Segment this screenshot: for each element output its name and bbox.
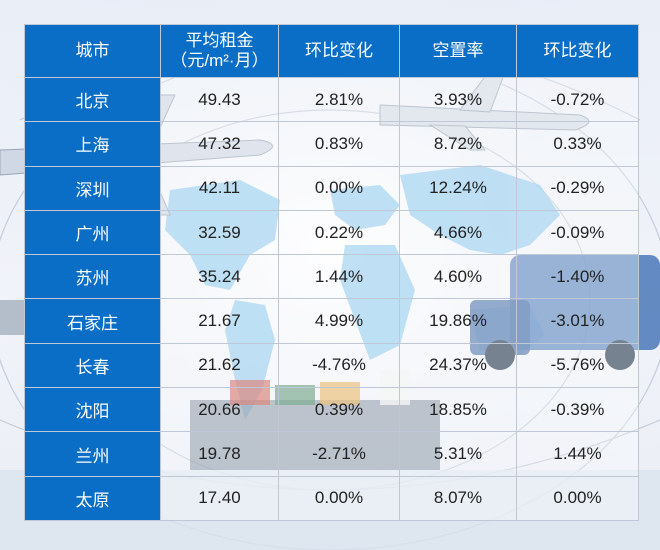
cell-avg-rent: 21.62: [160, 342, 279, 389]
table-row: 兰州 19.78 -2.71% 5.31% 1.44%: [24, 431, 639, 477]
cell-avg-rent: 49.43: [160, 76, 279, 123]
table-row: 苏州 35.24 1.44% 4.60% -1.40%: [24, 254, 639, 300]
cell-vacancy-mom: 1.44%: [516, 431, 639, 477]
cell-city: 苏州: [24, 254, 161, 300]
cell-rent-mom: 0.00%: [278, 475, 400, 522]
cell-vacancy-mom: -5.76%: [516, 342, 639, 389]
cell-rent-mom: -2.71%: [278, 431, 400, 477]
cell-rent-mom: 0.00%: [278, 165, 400, 211]
cell-rent-mom: 1.44%: [278, 254, 400, 300]
cell-city: 长春: [24, 342, 161, 389]
cell-vacancy-mom: 0.00%: [516, 475, 639, 522]
cell-city: 兰州: [24, 431, 161, 477]
cell-rent-mom: -4.76%: [278, 342, 400, 389]
cell-avg-rent: 21.67: [160, 298, 279, 344]
cell-rent-mom: 0.22%: [278, 209, 400, 256]
table-row: 石家庄 21.67 4.99% 19.86% -3.01%: [24, 298, 639, 344]
rent-table-container: 城市 平均租金 （元/m²·月） 环比变化 空置率 环比变化 北京 49.43 2.…: [24, 24, 639, 522]
cell-avg-rent: 32.59: [160, 209, 279, 256]
table-body: 北京 49.43 2.81% 3.93% -0.72% 上海 47.32 0.83% 8.72%…: [24, 76, 639, 522]
cell-rent-mom: 0.83%: [278, 121, 400, 167]
cell-avg-rent: 17.40: [160, 475, 279, 522]
cell-vacancy: 4.60%: [399, 254, 517, 300]
table-row: 深圳 42.11 0.00% 12.24% -0.29%: [24, 165, 639, 211]
cell-vacancy: 4.66%: [399, 209, 517, 256]
table-row: 沈阳 20.66 0.39% 18.85% -0.39%: [24, 387, 639, 433]
avg-rent-label: 平均租金: [185, 31, 254, 50]
cell-vacancy-mom: -0.29%: [516, 165, 639, 211]
table-header: 城市 平均租金 （元/m²·月） 环比变化 空置率 环比变化: [24, 24, 639, 78]
cell-vacancy: 19.86%: [399, 298, 517, 344]
cell-vacancy-mom: -0.39%: [516, 387, 639, 433]
col-header-city: 城市: [24, 24, 161, 78]
cell-vacancy-mom: -0.72%: [516, 76, 639, 123]
cell-vacancy-mom: -3.01%: [516, 298, 639, 344]
cell-avg-rent: 35.24: [160, 254, 279, 300]
cell-city: 广州: [24, 209, 161, 256]
cell-vacancy: 24.37%: [399, 342, 517, 389]
cell-avg-rent: 19.78: [160, 431, 279, 477]
cell-vacancy: 8.72%: [399, 121, 517, 167]
table-row: 北京 49.43 2.81% 3.93% -0.72%: [24, 76, 639, 123]
cell-city: 上海: [24, 121, 161, 167]
cell-city: 北京: [24, 76, 161, 123]
col-header-vacancy-mom: 环比变化: [516, 24, 639, 78]
cell-city: 沈阳: [24, 387, 161, 433]
table-row: 上海 47.32 0.83% 8.72% 0.33%: [24, 121, 639, 167]
cell-avg-rent: 20.66: [160, 387, 279, 433]
table-row: 长春 21.62 -4.76% 24.37% -5.76%: [24, 342, 639, 389]
cell-vacancy-mom: -1.40%: [516, 254, 639, 300]
table-row: 太原 17.40 0.00% 8.07% 0.00%: [24, 475, 639, 522]
cell-city: 太原: [24, 475, 161, 522]
cell-rent-mom: 0.39%: [278, 387, 400, 433]
cell-vacancy-mom: 0.33%: [516, 121, 639, 167]
cell-city: 深圳: [24, 165, 161, 211]
col-header-vacancy: 空置率: [399, 24, 517, 78]
cell-rent-mom: 2.81%: [278, 76, 400, 123]
cell-vacancy: 3.93%: [399, 76, 517, 123]
cell-avg-rent: 42.11: [160, 165, 279, 211]
cell-city: 石家庄: [24, 298, 161, 344]
avg-rent-unit: （元/m²·月）: [170, 51, 269, 70]
cell-vacancy: 5.31%: [399, 431, 517, 477]
cell-vacancy: 18.85%: [399, 387, 517, 433]
table-row: 广州 32.59 0.22% 4.66% -0.09%: [24, 209, 639, 256]
cell-vacancy-mom: -0.09%: [516, 209, 639, 256]
cell-avg-rent: 47.32: [160, 121, 279, 167]
cell-vacancy: 12.24%: [399, 165, 517, 211]
cell-rent-mom: 4.99%: [278, 298, 400, 344]
col-header-rent-mom: 环比变化: [278, 24, 400, 78]
header-row: 城市 平均租金 （元/m²·月） 环比变化 空置率 环比变化: [24, 24, 639, 78]
col-header-avg-rent: 平均租金 （元/m²·月）: [160, 24, 279, 78]
rent-table: 城市 平均租金 （元/m²·月） 环比变化 空置率 环比变化 北京 49.43 2.…: [24, 24, 639, 522]
cell-vacancy: 8.07%: [399, 475, 517, 522]
